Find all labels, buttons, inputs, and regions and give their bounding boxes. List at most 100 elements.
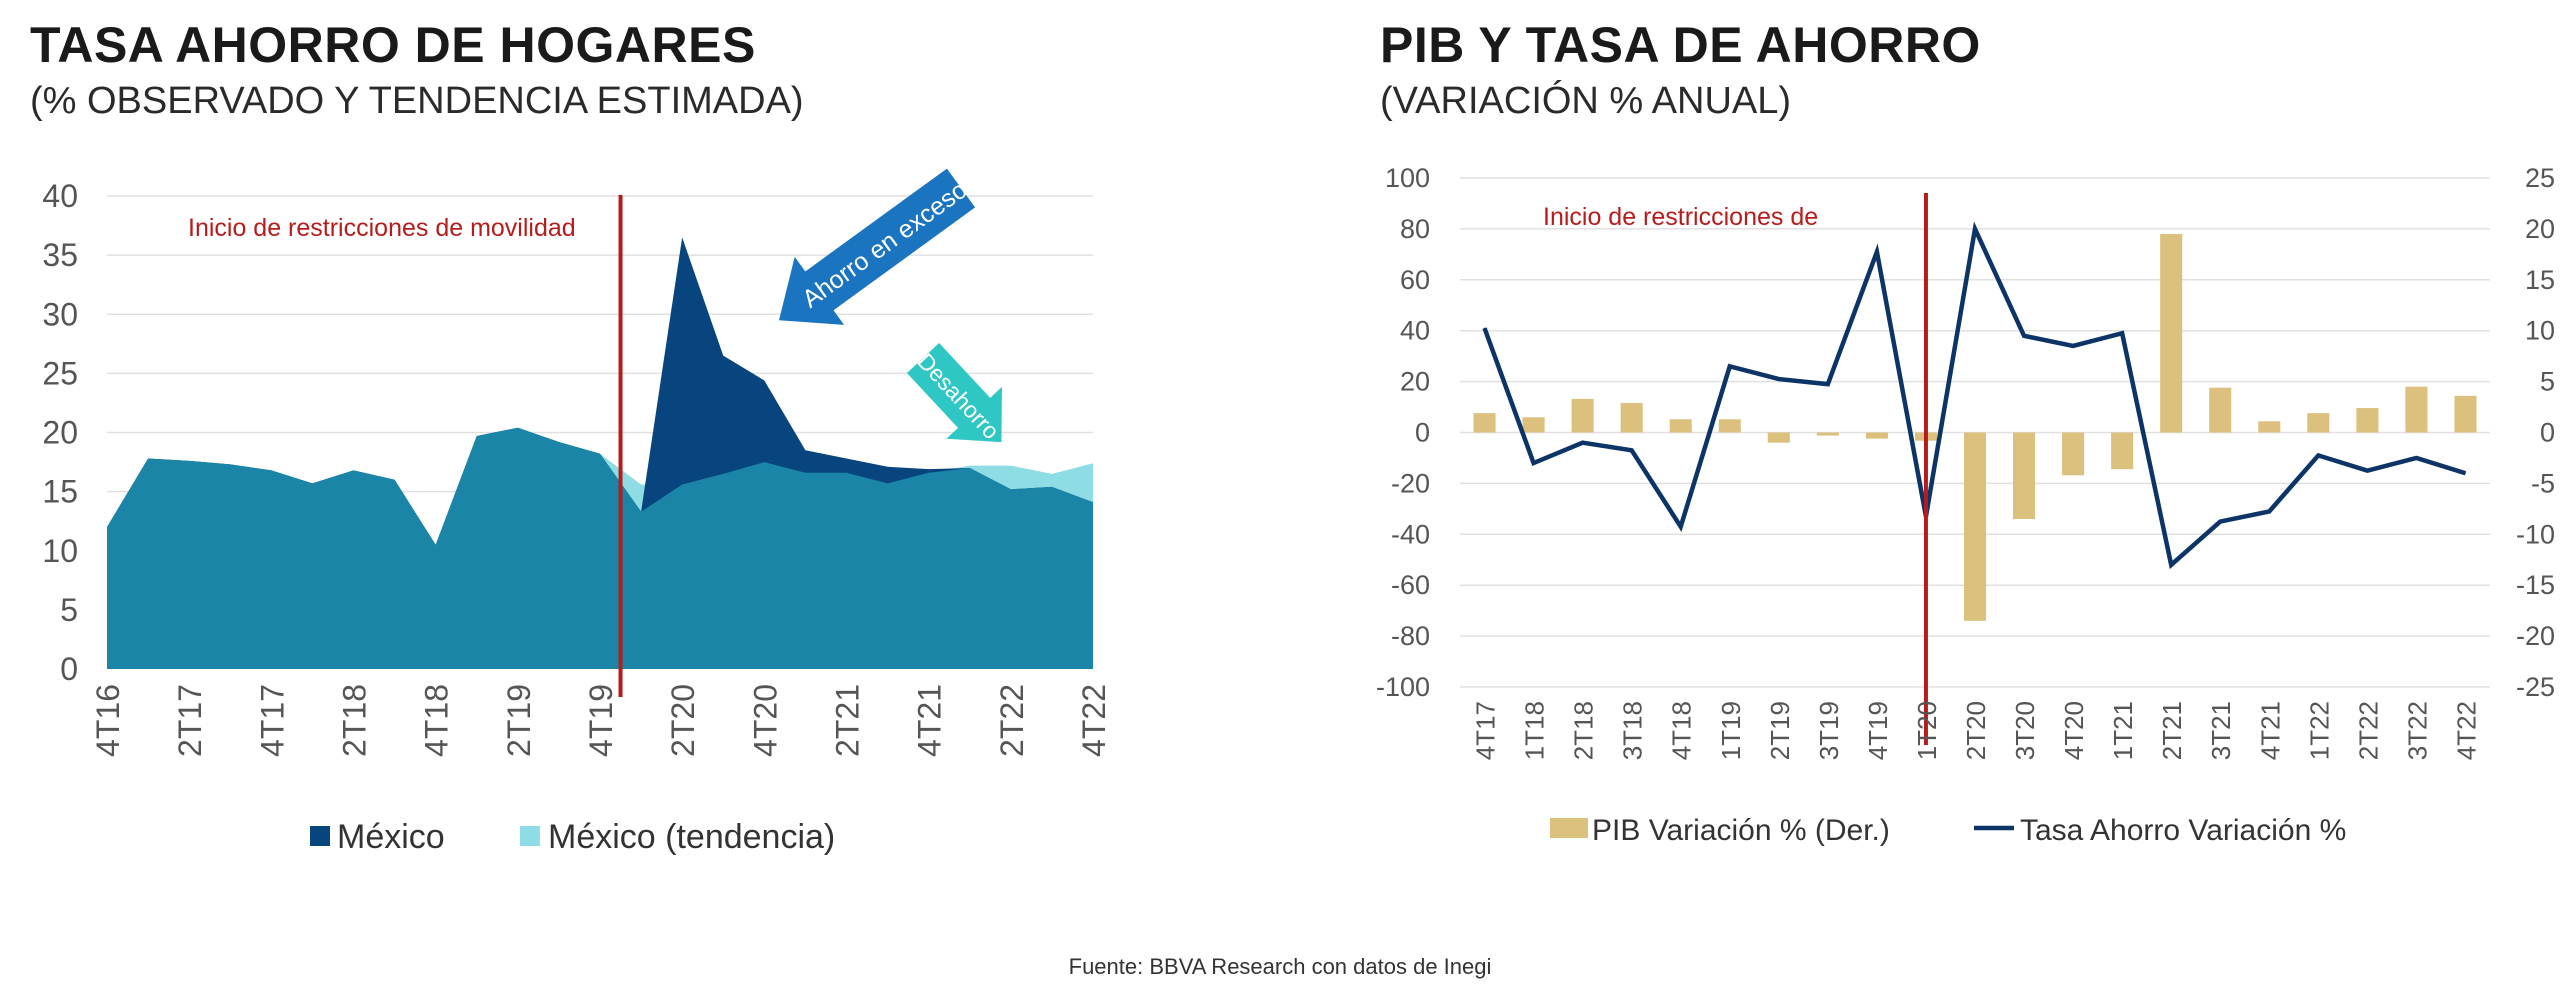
gdp-bar [2258,421,2281,433]
left-chart-canvas: 0 5 10 15 20 25 30 35 40 Inicio de restricciones … [42,168,1112,856]
x-tick-label: 3T20 [2010,701,2040,760]
y-left-tick-label: 100 [1385,163,1430,193]
x-tick-label: 4T19 [1863,701,1893,760]
y-right-tick-label: -15 [2516,570,2555,600]
saving-rate-point [1778,378,1780,380]
legend-label-gdp: PIB Variación % (Der.) [1592,814,1890,847]
y-left-tick-label: 60 [1400,265,1430,295]
x-tick-label: 2T22 [2353,701,2383,760]
y-right-tick-label: -20 [2516,621,2555,651]
y-right-tick-label: 15 [2525,265,2555,295]
x-tick-label: 1T18 [1520,701,1550,760]
left-chart-title: TASA AHORRO DE HOGARES [30,17,756,73]
saving-rate-point [1680,526,1682,528]
x-tick-label: 4T20 [747,684,783,757]
saving-rate-point [1484,327,1486,329]
x-tick-label: 4T22 [2451,701,2481,760]
gdp-bar [1473,413,1496,433]
x-tick-label: 2T20 [665,684,701,757]
gdp-bar [2405,386,2428,433]
x-tick-label: 3T18 [1618,701,1648,760]
y-right-tick-label: 0 [2540,418,2555,448]
gdp-bar [2209,387,2232,433]
y-right-tick-label: 25 [2525,163,2555,193]
x-tick-label: 2T19 [501,684,537,757]
saving-rate-point [2268,510,2270,512]
right-chart-title: PIB Y TASA DE AHORRO [1380,17,1981,73]
legend-swatch-trend [520,826,540,846]
series-mexico-area [107,427,1093,669]
gdp-bar [2454,395,2477,433]
saving-rate-point [1533,462,1535,464]
y-left-tick-label: -80 [1391,621,1430,651]
x-tick-label: 1T20 [1912,701,1942,760]
saving-rate-point [2366,470,2368,472]
y-right-tick-label: -10 [2516,519,2555,549]
saving-rate-point [1827,383,1829,385]
arrow-desahorro-shape [906,342,1002,443]
x-tick-label: 4T18 [1667,701,1697,760]
x-tick-label: 3T21 [2206,701,2236,760]
saving-rate-point [2464,472,2466,474]
gdp-bar [2062,432,2085,476]
legend-swatch-mexico [310,826,330,846]
y-right-tick-label: -25 [2516,672,2555,702]
y-right-tick-label: 5 [2540,367,2555,397]
x-tick-label: 4T20 [2059,701,2089,760]
x-tick-label: 1T21 [2108,701,2138,760]
gdp-bar [1963,432,1987,621]
legend-label-saving: Tasa Ahorro Variación % [2020,814,2346,847]
y-tick-label: 25 [42,355,78,391]
x-tick-label: 3T22 [2402,701,2432,760]
y-tick-label: 10 [42,533,78,569]
x-tick-label: 1T19 [1716,701,1746,760]
y-left-tick-label: 0 [1415,418,1430,448]
y-left-tick-label: -20 [1391,468,1430,498]
y-tick-label: 35 [42,237,78,273]
saving-rate-point [1974,228,1976,230]
x-tick-label: 4T21 [912,684,948,757]
saving-rate-point [1729,365,1731,367]
left-chart-subtitle: (% OBSERVADO Y TENDENCIA ESTIMADA) [30,80,804,122]
y-tick-label: 20 [42,415,78,451]
gdp-bar [2013,432,2036,520]
x-tick-label: 4T18 [419,684,455,757]
gdp-bar [1620,402,1643,433]
saving-rate-point [2023,335,2025,337]
x-tick-label: 4T22 [1076,684,1112,757]
right-chart-subtitle: (VARIACIÓN % ANUAL) [1380,80,1792,122]
x-tick-label: 2T18 [337,684,373,757]
saving-rate-point [1631,449,1633,451]
gdp-bar [2307,413,2330,433]
gdp-bar [2111,432,2134,470]
x-tick-label: 4T19 [583,684,619,757]
restriction-annotation: Inicio de restricciones de [1543,203,1818,231]
y-left-tick-label: 80 [1400,214,1430,244]
x-tick-label: 4T21 [2255,701,2285,760]
x-tick-label: 2T19 [1765,701,1795,760]
saving-rate-point [2121,332,2123,334]
saving-rate-point [1582,442,1584,444]
legend-swatch-gdp [1550,818,1588,838]
x-tick-label: 2T20 [1961,701,1991,760]
x-tick-label: 2T21 [2157,701,2187,760]
y-tick-label: 5 [60,592,78,628]
y-right-tick-label: -5 [2531,468,2555,498]
gdp-bar [1816,432,1839,436]
y-left-tick-label: 40 [1400,316,1430,346]
x-tick-label: 2T22 [994,684,1030,757]
saving-rate-point [2415,457,2417,459]
gdp-bar [1669,419,1692,433]
saving-rate-point [2170,564,2172,566]
x-tick-label: 2T18 [1569,701,1599,760]
legend-label-trend: México (tendencia) [548,818,835,856]
saving-rate-point [2317,454,2319,456]
y-left-tick-label: -60 [1391,570,1430,600]
x-tick-label: 4T16 [90,684,126,757]
y-left-tick-label: -100 [1376,672,1430,702]
saving-rate-point [2219,521,2221,523]
gdp-bar [1767,432,1790,443]
x-tick-label: 4T17 [254,684,290,757]
x-tick-label: 1T22 [2304,701,2334,760]
source-note: Fuente: BBVA Research con datos de Inegi [1068,954,1492,979]
